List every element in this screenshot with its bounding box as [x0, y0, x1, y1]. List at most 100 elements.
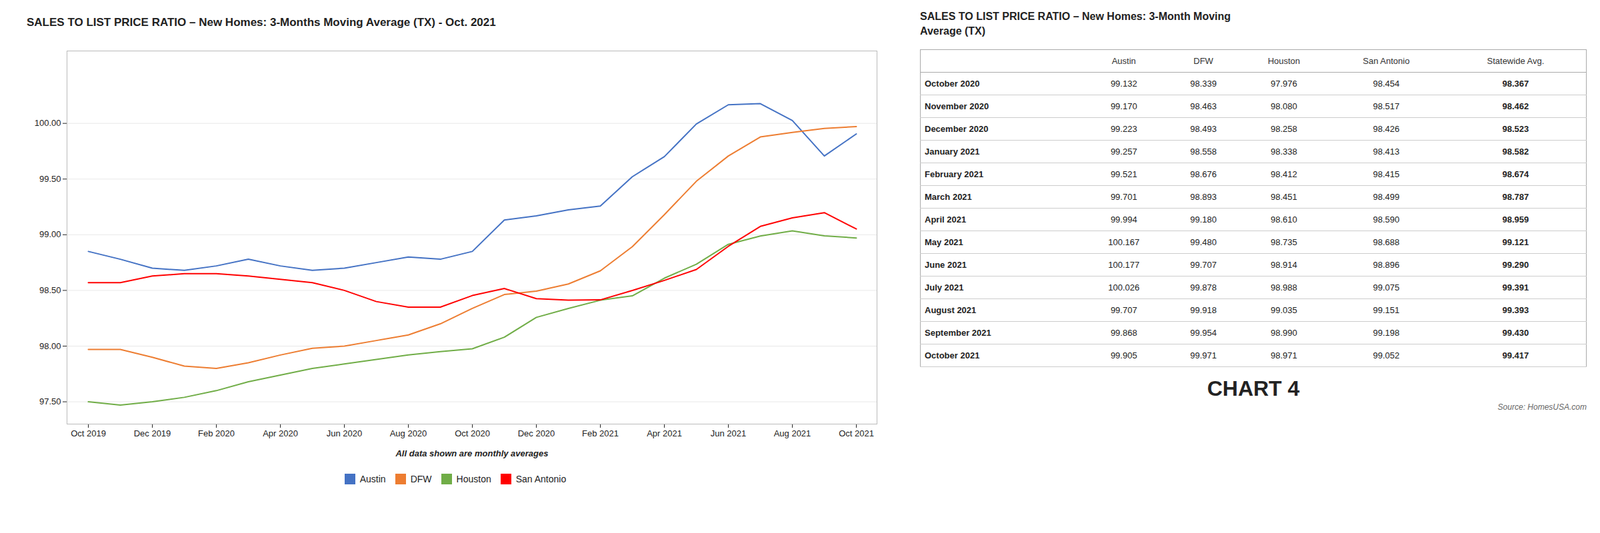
html-text:98.339: 98.339: [1190, 78, 1217, 89]
html-text:99.971: 99.971: [1190, 350, 1217, 361]
html-text:98.676: 98.676: [1190, 169, 1217, 180]
html-text:SALES TO LIST PRICE RATIO – Ne: SALES TO LIST PRICE RATIO – New Homes: 3…: [920, 10, 1231, 22]
html-text:99.393: 99.393: [1502, 305, 1529, 316]
html-text:98.499: 98.499: [1373, 192, 1400, 202]
html-text:98.426: 98.426: [1373, 124, 1400, 134]
html-text:99.905: 99.905: [1110, 350, 1138, 361]
html-text:98.517: 98.517: [1373, 101, 1400, 112]
svg-text:Dec 2020: Dec 2020: [518, 428, 556, 439]
html-text:Average (TX): Average (TX): [920, 25, 986, 37]
html-text:98.493: 98.493: [1190, 124, 1217, 134]
html-text:98.787: 98.787: [1502, 192, 1529, 202]
svg-text:99.00: 99.00: [39, 229, 62, 240]
html-text:99.257: 99.257: [1110, 146, 1138, 157]
svg-text:97.50: 97.50: [39, 396, 62, 407]
html-text:99.075: 99.075: [1373, 282, 1400, 293]
html-text:98.893: 98.893: [1190, 192, 1217, 202]
svg-text:98.00: 98.00: [39, 341, 62, 352]
html-text:CHART 4: CHART 4: [1207, 376, 1300, 401]
html-text:98.080: 98.080: [1270, 101, 1298, 112]
html-text:98.688: 98.688: [1373, 237, 1400, 248]
html-text:98.590: 98.590: [1373, 214, 1400, 225]
html-text:98.988: 98.988: [1270, 282, 1298, 293]
html-text:99.417: 99.417: [1502, 350, 1529, 361]
html-text:100.167: 100.167: [1108, 237, 1140, 248]
svg-text:99.50: 99.50: [39, 174, 62, 184]
svg-text:Aug 2020: Aug 2020: [390, 428, 428, 439]
svg-text:Dec 2019: Dec 2019: [134, 428, 172, 439]
html-text:99.180: 99.180: [1190, 214, 1217, 225]
html-text:98.523: 98.523: [1502, 124, 1529, 134]
html-text:98.454: 98.454: [1373, 78, 1400, 89]
html-text:99.052: 99.052: [1373, 350, 1400, 361]
svg-text:All data shown are monthly ave: All data shown are monthly averages: [394, 448, 548, 459]
html-text:November 2020: November 2020: [924, 101, 989, 112]
html-text:98.415: 98.415: [1373, 169, 1400, 180]
html-text:99.918: 99.918: [1190, 305, 1217, 316]
svg-text:Oct 2020: Oct 2020: [454, 428, 490, 439]
html-text:100.026: 100.026: [1108, 282, 1140, 293]
html-text:99.391: 99.391: [1502, 282, 1529, 293]
html-text:98.413: 98.413: [1373, 146, 1400, 157]
html-text:99.521: 99.521: [1110, 169, 1138, 180]
html-text:99.223: 99.223: [1110, 124, 1138, 134]
html-text:98.451: 98.451: [1270, 192, 1298, 202]
svg-text:Oct 2019: Oct 2019: [70, 428, 106, 439]
html-text:January 2021: January 2021: [924, 146, 980, 157]
html-text:98.338: 98.338: [1270, 146, 1298, 157]
html-text:98.463: 98.463: [1190, 101, 1217, 112]
svg-text:Feb 2020: Feb 2020: [198, 428, 235, 439]
svg-text:Feb 2021: Feb 2021: [582, 428, 619, 439]
html-text:July 2021: July 2021: [924, 282, 964, 293]
svg-text:Oct 2021: Oct 2021: [838, 428, 874, 439]
html-text:April 2021: April 2021: [924, 214, 967, 225]
html-text:DFW: DFW: [410, 473, 432, 485]
html-text:October 2021: October 2021: [924, 350, 980, 361]
svg-text:100.00: 100.00: [34, 118, 62, 128]
html-text:SALES TO LIST PRICE RATIO – Ne: SALES TO LIST PRICE RATIO – New Homes: 3…: [26, 16, 496, 29]
html-text:December 2020: December 2020: [924, 124, 989, 134]
html-text:May 2021: May 2021: [924, 237, 964, 248]
html-text:98.610: 98.610: [1270, 214, 1298, 225]
html-text:99.994: 99.994: [1110, 214, 1138, 225]
html-text:Statewide Avg.: Statewide Avg.: [1487, 56, 1545, 66]
html-text:99.878: 99.878: [1190, 282, 1217, 293]
svg-text:98.50: 98.50: [39, 285, 62, 296]
html-text:98.258: 98.258: [1270, 124, 1298, 134]
html-text:June 2021: June 2021: [924, 260, 967, 270]
html-text:Austin: Austin: [1111, 56, 1136, 66]
html-text:DFW: DFW: [1193, 56, 1214, 66]
html-text:February 2021: February 2021: [924, 169, 984, 180]
html-text:98.462: 98.462: [1502, 101, 1529, 112]
html-text:99.707: 99.707: [1110, 305, 1138, 316]
html-text:99.035: 99.035: [1270, 305, 1298, 316]
html-text:March 2021: March 2021: [924, 192, 972, 202]
svg-text:Jun 2021: Jun 2021: [710, 428, 747, 439]
html-text:99.121: 99.121: [1502, 237, 1529, 248]
html-text:98.735: 98.735: [1270, 237, 1298, 248]
html-text:October 2020: October 2020: [924, 78, 980, 89]
html-text:98.558: 98.558: [1190, 146, 1217, 157]
html-text:99.480: 99.480: [1190, 237, 1217, 248]
svg-text:Aug 2021: Aug 2021: [774, 428, 812, 439]
html-text:San Antonio: San Antonio: [515, 473, 567, 485]
html-text:98.582: 98.582: [1502, 146, 1529, 157]
html-text:99.151: 99.151: [1373, 305, 1400, 316]
html-text:99.701: 99.701: [1110, 192, 1138, 202]
svg-text:Apr 2020: Apr 2020: [262, 428, 298, 439]
svg-text:Jun 2020: Jun 2020: [326, 428, 363, 439]
html-text:98.971: 98.971: [1270, 350, 1298, 361]
html-text:August 2021: August 2021: [924, 305, 977, 316]
html-text:San Antonio: San Antonio: [1362, 56, 1410, 66]
html-text:98.367: 98.367: [1502, 78, 1529, 89]
html-text:Houston: Houston: [456, 473, 492, 485]
html-text:99.170: 99.170: [1110, 101, 1138, 112]
html-text:98.674: 98.674: [1502, 169, 1529, 180]
html-text:98.959: 98.959: [1502, 214, 1529, 225]
html-text:98.412: 98.412: [1270, 169, 1298, 180]
svg-text:Apr 2021: Apr 2021: [646, 428, 682, 439]
html-text:99.132: 99.132: [1110, 78, 1138, 89]
html-text:Austin: Austin: [359, 473, 386, 485]
html-text:Houston: Houston: [1267, 56, 1301, 66]
html-text:97.976: 97.976: [1270, 78, 1298, 89]
